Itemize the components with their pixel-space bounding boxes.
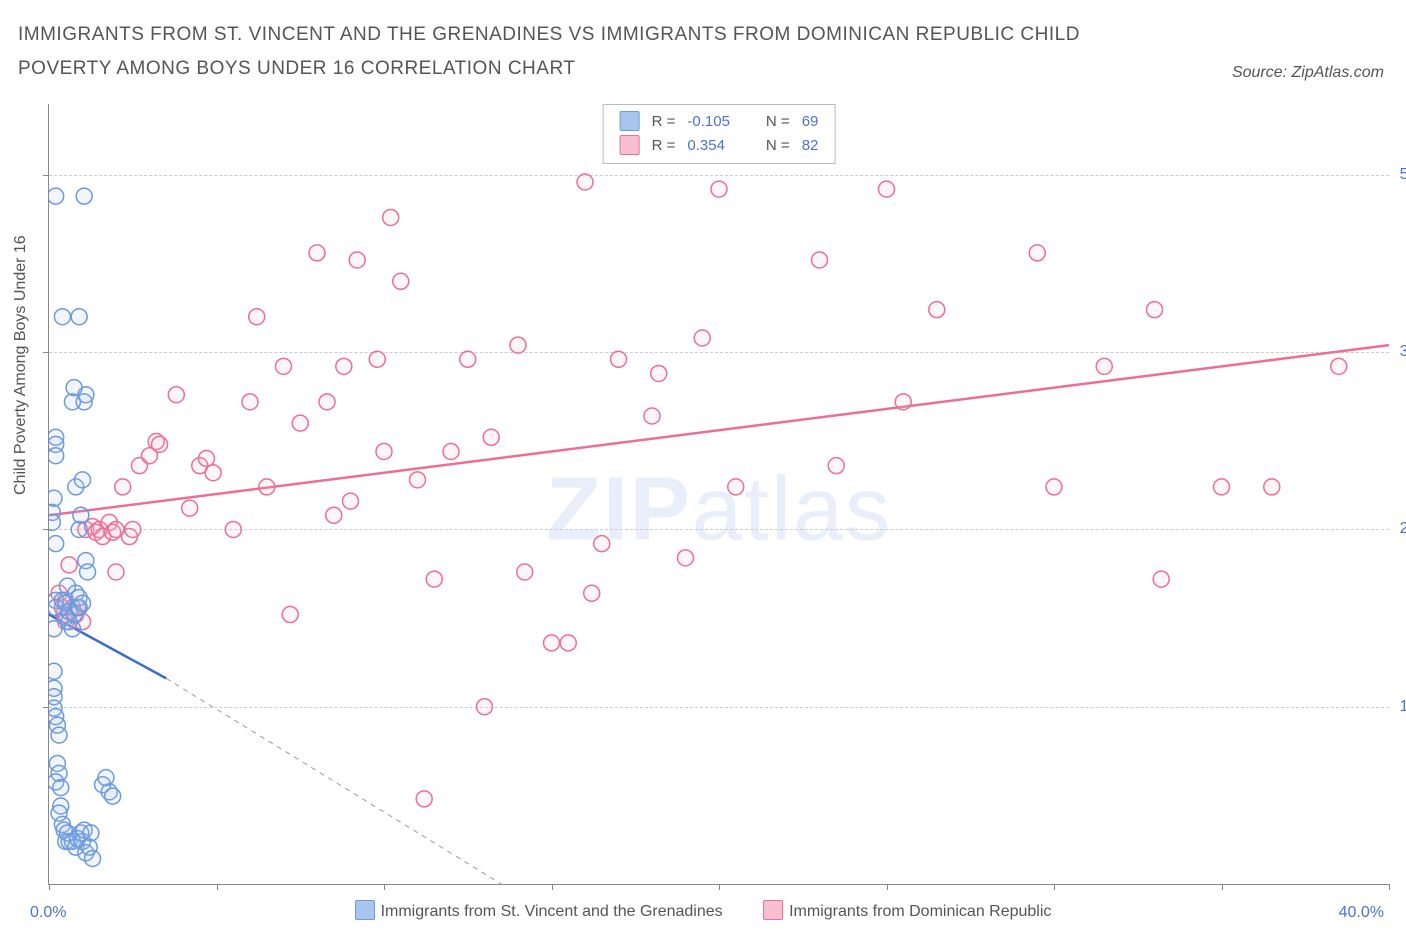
- legend-swatch-pink: [763, 900, 783, 920]
- legend-item-blue: Immigrants from St. Vincent and the Gren…: [355, 900, 723, 921]
- legend-label-pink: Immigrants from Dominican Republic: [789, 903, 1051, 920]
- legend-stats: R = -0.105 N = 69 R = 0.354 N = 82: [603, 104, 836, 164]
- legend-row-pink: R = 0.354 N = 82: [614, 133, 825, 157]
- plot-svg: [49, 104, 1389, 884]
- y-tick-label: 50.0%: [1400, 166, 1406, 184]
- legend-label-blue: Immigrants from St. Vincent and the Gren…: [381, 903, 723, 920]
- legend-r-label: R =: [646, 133, 682, 157]
- legend-r-label: R =: [646, 109, 682, 133]
- legend-pink-r: 0.354: [681, 133, 736, 157]
- legend-row-blue: R = -0.105 N = 69: [614, 109, 825, 133]
- source-label: Source: ZipAtlas.com: [1232, 64, 1384, 82]
- legend-swatch-blue: [620, 111, 640, 131]
- legend-n-label: N =: [760, 133, 796, 157]
- legend-bottom: Immigrants from St. Vincent and the Gren…: [0, 900, 1406, 921]
- legend-n-label: N =: [760, 109, 796, 133]
- legend-blue-n: 69: [796, 109, 825, 133]
- chart-area: ZIPatlas R = -0.105 N = 69 R = 0.354 N =…: [48, 104, 1389, 885]
- y-axis-title: Child Poverty Among Boys Under 16: [12, 235, 30, 495]
- y-tick-label: 37.5%: [1400, 343, 1406, 361]
- y-tick-label: 12.5%: [1400, 698, 1406, 716]
- legend-pink-n: 82: [796, 133, 825, 157]
- legend-swatch-blue: [355, 900, 375, 920]
- chart-title: IMMIGRANTS FROM ST. VINCENT AND THE GREN…: [18, 18, 1118, 86]
- legend-blue-r: -0.105: [681, 109, 736, 133]
- y-tick-label: 25.0%: [1400, 520, 1406, 538]
- legend-swatch-pink: [620, 135, 640, 155]
- legend-item-pink: Immigrants from Dominican Republic: [763, 900, 1051, 921]
